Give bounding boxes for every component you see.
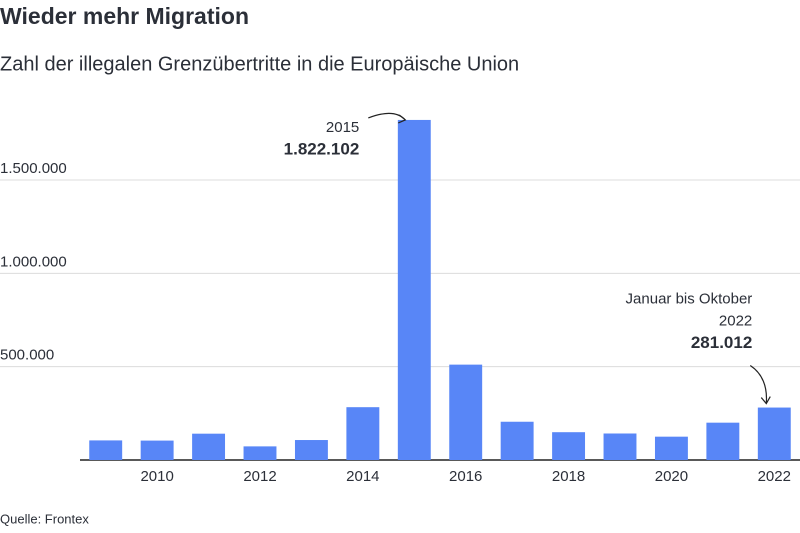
y-tick-label: 1.500.000	[0, 160, 67, 177]
chart-title: Wieder mehr Migration	[0, 3, 249, 29]
data-label: 1.822.102	[284, 139, 360, 158]
annotation: 2022	[719, 313, 752, 330]
bar	[552, 432, 586, 460]
bar	[294, 440, 328, 460]
data-label: 281.012	[691, 333, 752, 352]
bar	[706, 422, 740, 460]
annotation-arrow	[368, 112, 406, 121]
x-tick-label: 2014	[346, 468, 379, 485]
x-tick-label: 2016	[449, 468, 482, 485]
y-tick-label: 500.000	[0, 347, 54, 364]
arrow-head	[398, 114, 407, 124]
bar	[346, 407, 380, 460]
annotation: 2015	[326, 119, 359, 136]
y-tick-label: 1.000.000	[0, 253, 67, 270]
bar	[500, 421, 534, 460]
bar	[654, 436, 688, 460]
source: Quelle: Frontex	[0, 511, 89, 526]
x-tick-label: 2020	[655, 468, 688, 485]
x-tick-label: 2012	[243, 468, 276, 485]
bar	[757, 407, 791, 460]
bar	[140, 440, 174, 460]
x-tick-label: 2010	[140, 468, 173, 485]
chart-subtitle: Zahl der illegalen Grenzübertritte in di…	[0, 53, 519, 75]
annotation-arrow	[749, 365, 768, 404]
arrow-head	[760, 396, 771, 405]
bar	[89, 440, 123, 460]
annotation: Januar bis Oktober	[626, 291, 753, 308]
bar	[397, 119, 431, 460]
x-tick-label: 2022	[758, 468, 791, 485]
bar	[243, 446, 277, 460]
bar	[449, 364, 483, 460]
bar	[603, 433, 637, 460]
bar	[192, 433, 226, 460]
x-tick-label: 2018	[552, 468, 585, 485]
